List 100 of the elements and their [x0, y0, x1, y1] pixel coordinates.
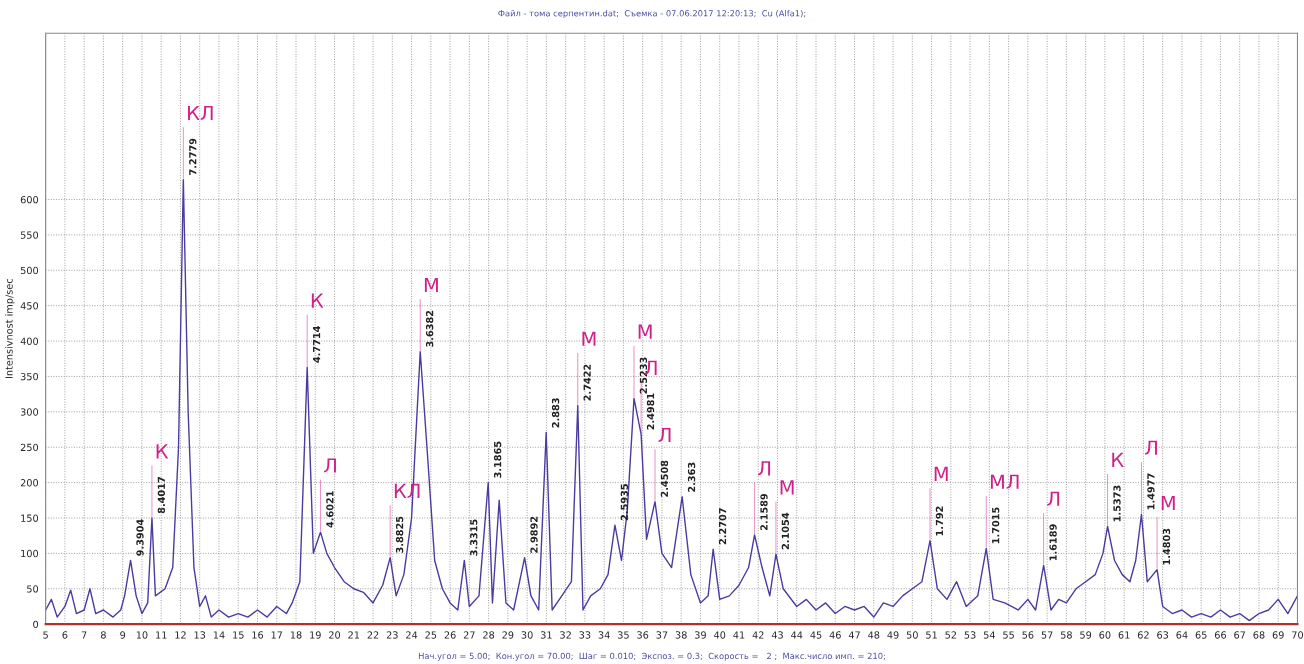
annotation: 4.7714 [313, 326, 321, 363]
x-tick-label: 60 [1099, 631, 1111, 639]
x-tick-label: 5 [43, 631, 48, 639]
x-tick-label: 16 [252, 631, 264, 639]
annotation: 2.4508 [660, 460, 669, 497]
annotation: М [780, 480, 794, 495]
annotation: МЛ [990, 474, 1019, 489]
x-tick-label: 64 [1176, 631, 1188, 639]
x-tick-label: 14 [213, 631, 225, 639]
line-series [45, 179, 1298, 622]
annotation: К [311, 293, 324, 308]
y-tick-label: 300 [20, 408, 39, 416]
x-tick-label: 44 [791, 631, 803, 639]
annotation: Л [758, 461, 771, 476]
x-tick-label: 58 [1060, 631, 1072, 639]
annotation: М [424, 277, 438, 293]
x-tick-label: 43 [771, 631, 783, 639]
x-tick-label: 19 [310, 631, 321, 639]
x-tick-label: 51 [926, 631, 937, 639]
x-tick-label: 46 [829, 631, 841, 639]
y-tick-label: 550 [20, 231, 39, 239]
x-tick-label: 35 [617, 631, 629, 639]
annotation: К [156, 444, 169, 459]
x-tick-label: 31 [540, 631, 552, 639]
y-tick-label: 100 [21, 549, 39, 558]
x-tick-label: 23 [386, 631, 398, 639]
x-tick-label: 42 [752, 631, 764, 639]
annotation: Л [658, 427, 671, 443]
y-tick-label: 350 [20, 372, 39, 381]
x-tick-label: 66 [1214, 631, 1227, 639]
x-tick-label: 17 [271, 631, 283, 639]
x-tick-label: 7 [81, 631, 87, 639]
annotation: 2.5935 [620, 484, 629, 521]
x-tick-label: 38 [675, 631, 687, 639]
y-tick-label: 200 [20, 479, 39, 487]
annotation: 2.9892 [530, 516, 538, 553]
x-tick-label: 11 [156, 631, 167, 639]
x-tick-label: 69 [1272, 631, 1284, 639]
y-tick-label: 50 [27, 585, 39, 593]
annotation: 3.6382 [425, 310, 434, 347]
x-tick-label: 52 [945, 631, 957, 639]
x-tick-label: 20 [329, 631, 341, 639]
x-tick-label: 70 [1292, 631, 1304, 639]
x-tick-label: 30 [521, 631, 533, 639]
x-tick-label: 21 [348, 631, 360, 639]
x-tick-label: 55 [1003, 631, 1014, 639]
y-tick-label: 0 [33, 620, 39, 628]
annotation: 1.4803 [1162, 528, 1171, 565]
x-tick-label: 27 [463, 631, 475, 639]
annotation: Л [324, 458, 336, 473]
x-tick-label: 6 [62, 631, 68, 639]
x-tick-label: 28 [483, 631, 495, 639]
x-tick-label: 34 [598, 631, 610, 639]
x-tick-label: 49 [887, 631, 899, 639]
x-tick-label: 9 [120, 631, 126, 639]
annotation: 3.3315 [470, 519, 478, 556]
x-tick-label: 26 [444, 631, 456, 639]
x-tick-label: 40 [714, 631, 726, 639]
x-tick-label: 33 [579, 631, 591, 639]
x-tick-label: 29 [502, 631, 514, 639]
x-tick-label: 62 [1137, 631, 1149, 639]
annotation: М [1161, 495, 1175, 511]
x-tick-label: 12 [175, 631, 186, 639]
x-tick-label: 36 [637, 631, 649, 639]
x-tick-label: 57 [1041, 631, 1053, 639]
x-tick-label: 48 [868, 631, 880, 639]
x-tick-label: 61 [1118, 631, 1130, 639]
x-tick-label: 59 [1080, 631, 1092, 639]
x-tick-label: 24 [406, 631, 418, 639]
x-tick-label: 54 [983, 631, 995, 639]
annotation: Л [1047, 491, 1060, 506]
annotation: 9.3904 [136, 519, 144, 556]
x-tick-label: 18 [290, 631, 302, 639]
annotation: 7.2779 [189, 138, 197, 175]
y-tick-label: 250 [20, 443, 39, 452]
x-tick-label: 50 [906, 631, 918, 639]
y-tick-label: 450 [20, 302, 39, 310]
x-tick-label: 8 [100, 631, 106, 639]
y-tick-label: 400 [20, 337, 39, 345]
annotation: 4.6021 [326, 491, 334, 528]
x-tick-label: 32 [560, 631, 571, 639]
y-tick-label: 150 [21, 514, 39, 522]
y-tick-label: 600 [20, 196, 39, 204]
annotation: 2.7422 [583, 364, 591, 401]
x-tick-label: 68 [1253, 631, 1265, 639]
annotation: 2.363 [687, 462, 696, 492]
x-tick-label: 10 [136, 631, 148, 639]
annotation: 2.1589 [760, 493, 768, 531]
annotation: 2.1054 [781, 512, 790, 550]
annotation: 3.8825 [395, 516, 404, 553]
x-tick-label: 45 [810, 631, 822, 639]
y-tick-label: 500 [20, 266, 39, 275]
chart-title: Файл - тома серпентин.dat; Съемка - 07.06.2017 12:20:13; Cu (Alfa1); [498, 9, 806, 19]
annotation: 1.7015 [991, 507, 1000, 544]
y-axis-title: Intensivnost imp/sec [5, 278, 15, 379]
x-tick-label: 25 [425, 631, 437, 639]
x-tick-label: 56 [1022, 631, 1034, 639]
annotation: КЛ [188, 105, 213, 121]
annotation: 8.4017 [157, 477, 166, 514]
annotation: Л [1145, 440, 1157, 455]
